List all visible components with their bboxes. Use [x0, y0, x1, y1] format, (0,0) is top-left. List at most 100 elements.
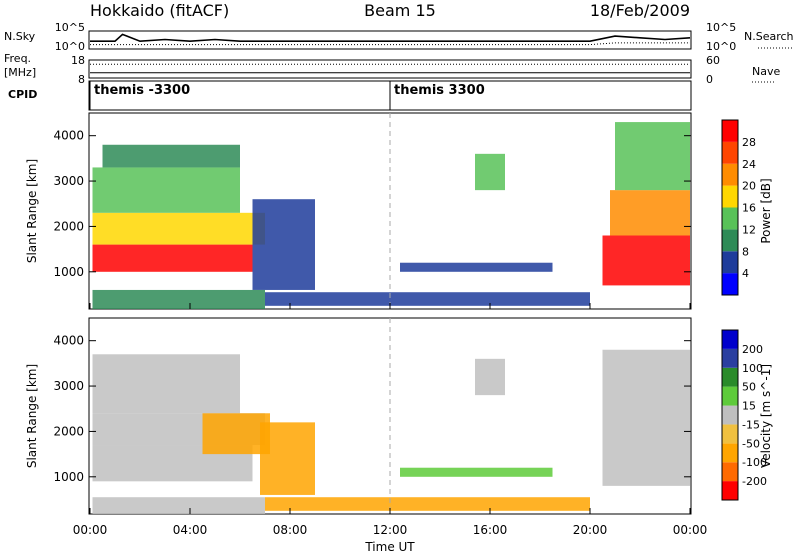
cpid-segment-label: themis 3300: [394, 83, 485, 98]
heatmap-region: [615, 122, 690, 191]
heatmap-region: [610, 190, 690, 236]
freq-series-group: [90, 63, 690, 74]
beam-title: Beam 15: [364, 1, 436, 20]
nsearch-tick-top: 10^5: [706, 21, 736, 34]
velocity-ylabel: Slant Range [km]: [25, 364, 39, 468]
heatmap-region: [265, 497, 590, 511]
heatmap-region: [265, 292, 590, 306]
freq-label-1: Freq.: [4, 52, 31, 65]
velocity-colorbar-swatch: [722, 330, 738, 349]
power-colorbar-tick: 4: [742, 267, 749, 280]
radar-title: Hokkaido (fitACF): [90, 1, 229, 20]
axes-group: 1000 2000 3000 4000 1000 2000 3000 4000 00:00 04:…: [53, 129, 707, 537]
nsky-tick-bottom: 10^0: [55, 40, 85, 53]
velocity-colorbar-tick: 200: [742, 343, 763, 356]
freq-panel-frame: [88, 59, 692, 79]
x-tick-label: 20:00: [573, 523, 608, 537]
heatmap-region: [400, 467, 553, 477]
velocity-colorbar-swatch: [722, 348, 738, 368]
velocity-colorbar-tick: 100: [742, 362, 763, 375]
heatmap-region: [475, 153, 505, 191]
heatmap-region: [92, 212, 265, 245]
velocity-colorbar-tick: -100: [742, 456, 767, 469]
x-tick-label: 00:00: [73, 523, 108, 537]
power-colorbar-frame: [721, 119, 739, 296]
heatmap-region: [92, 289, 265, 309]
velocity-ytick-label: 4000: [53, 334, 84, 348]
power-colorbar-tick: 28: [742, 136, 756, 149]
velocity-colorbar-label: Velocity [m s^-1]: [759, 364, 773, 468]
freq-label-2: [MHz]: [4, 66, 36, 79]
velocity-ytick-label: 1000: [53, 470, 84, 484]
x-tick-label: 16:00: [473, 523, 508, 537]
freq-tick-bottom: 8: [78, 73, 85, 86]
power-colorbar-tick: 8: [742, 245, 749, 258]
power-ytick-label: 1000: [53, 265, 84, 279]
x-axis-title: Time UT: [364, 540, 415, 554]
power-colorbar-swatch: [722, 141, 738, 164]
heatmap-region: [202, 413, 270, 455]
heatmap-region: [400, 262, 553, 272]
velocity-colorbar-swatch: [722, 367, 738, 387]
power-ytick-label: 4000: [53, 129, 84, 143]
power-colorbar-swatch: [722, 185, 738, 208]
x-tick-label: 12:00: [373, 523, 408, 537]
velocity-colorbar-frame: [721, 329, 739, 501]
power-ylabel: Slant Range [km]: [25, 159, 39, 263]
colorbars-group: 4 8 12 16 20 24 28 200 100 50 15 -15 -50 -100 -200: [721, 119, 767, 501]
nave-tick-top: 60: [706, 54, 720, 67]
cpid-segment-label: themis -3300: [94, 83, 190, 98]
velocity-colorbar-swatch: [722, 386, 738, 406]
velocity-colorbar-swatch: [722, 424, 738, 444]
heatmap-region: [260, 422, 315, 495]
nave-tick-bottom: 0: [706, 73, 713, 86]
velocity-colorbar-tick: 15: [742, 400, 756, 413]
x-tick-label: 00:00: [673, 523, 708, 537]
nsky-series-group: [90, 33, 691, 46]
freq-tick-top: 18: [71, 54, 85, 67]
power-colorbar-swatch: [722, 273, 738, 295]
power-colorbar-swatch: [722, 120, 738, 142]
nsky-tick-top: 10^5: [55, 21, 85, 34]
heatmap-region: [92, 167, 240, 213]
power-heatmap-group: [92, 113, 690, 309]
series-line-n-sky: [90, 33, 691, 43]
nsearch-tick-bottom: 10^0: [706, 40, 736, 53]
power-colorbar-tick: 20: [742, 180, 756, 193]
velocity-ytick-label: 2000: [53, 424, 84, 438]
power-colorbar-tick: 16: [742, 202, 756, 215]
velocity-colorbar-swatch: [722, 462, 738, 482]
heatmap-region: [475, 358, 505, 396]
x-tick-label: 04:00: [173, 523, 208, 537]
date-title: 18/Feb/2009: [590, 1, 690, 20]
cpid-segments-group: themis -3300 themis 3300: [89, 81, 485, 110]
series-line-n-search: [90, 42, 690, 46]
power-colorbar-swatch: [722, 207, 738, 230]
velocity-colorbar-swatch: [722, 481, 738, 500]
heatmap-region: [92, 354, 240, 414]
nave-label: Nave: [752, 65, 780, 78]
heatmap-region: [602, 349, 690, 486]
power-colorbar-label: Power [dB]: [759, 178, 773, 243]
power-colorbar-tick: 24: [742, 158, 756, 171]
heatmap-region: [92, 244, 253, 272]
velocity-colorbar-tick: -15: [742, 418, 760, 431]
heatmap-region: [102, 144, 240, 168]
heatmap-region: [92, 497, 265, 514]
velocity-colorbar-tick: 50: [742, 381, 756, 394]
velocity-colorbar-tick: -50: [742, 437, 760, 450]
cpid-label: CPID: [8, 88, 37, 101]
nsearch-label: N.Search: [744, 30, 794, 43]
velocity-ytick-label: 3000: [53, 379, 84, 393]
power-colorbar-swatch: [722, 229, 738, 252]
power-colorbar-swatch: [722, 251, 738, 274]
nsky-label: N.Sky: [4, 30, 36, 43]
heatmap-region: [252, 199, 315, 290]
power-ytick-label: 2000: [53, 219, 84, 233]
nsky-panel-frame: [88, 30, 692, 50]
x-tick-label: 08:00: [273, 523, 308, 537]
velocity-colorbar-swatch: [722, 443, 738, 463]
power-ytick-label: 3000: [53, 174, 84, 188]
velocity-colorbar-tick: -200: [742, 475, 767, 488]
